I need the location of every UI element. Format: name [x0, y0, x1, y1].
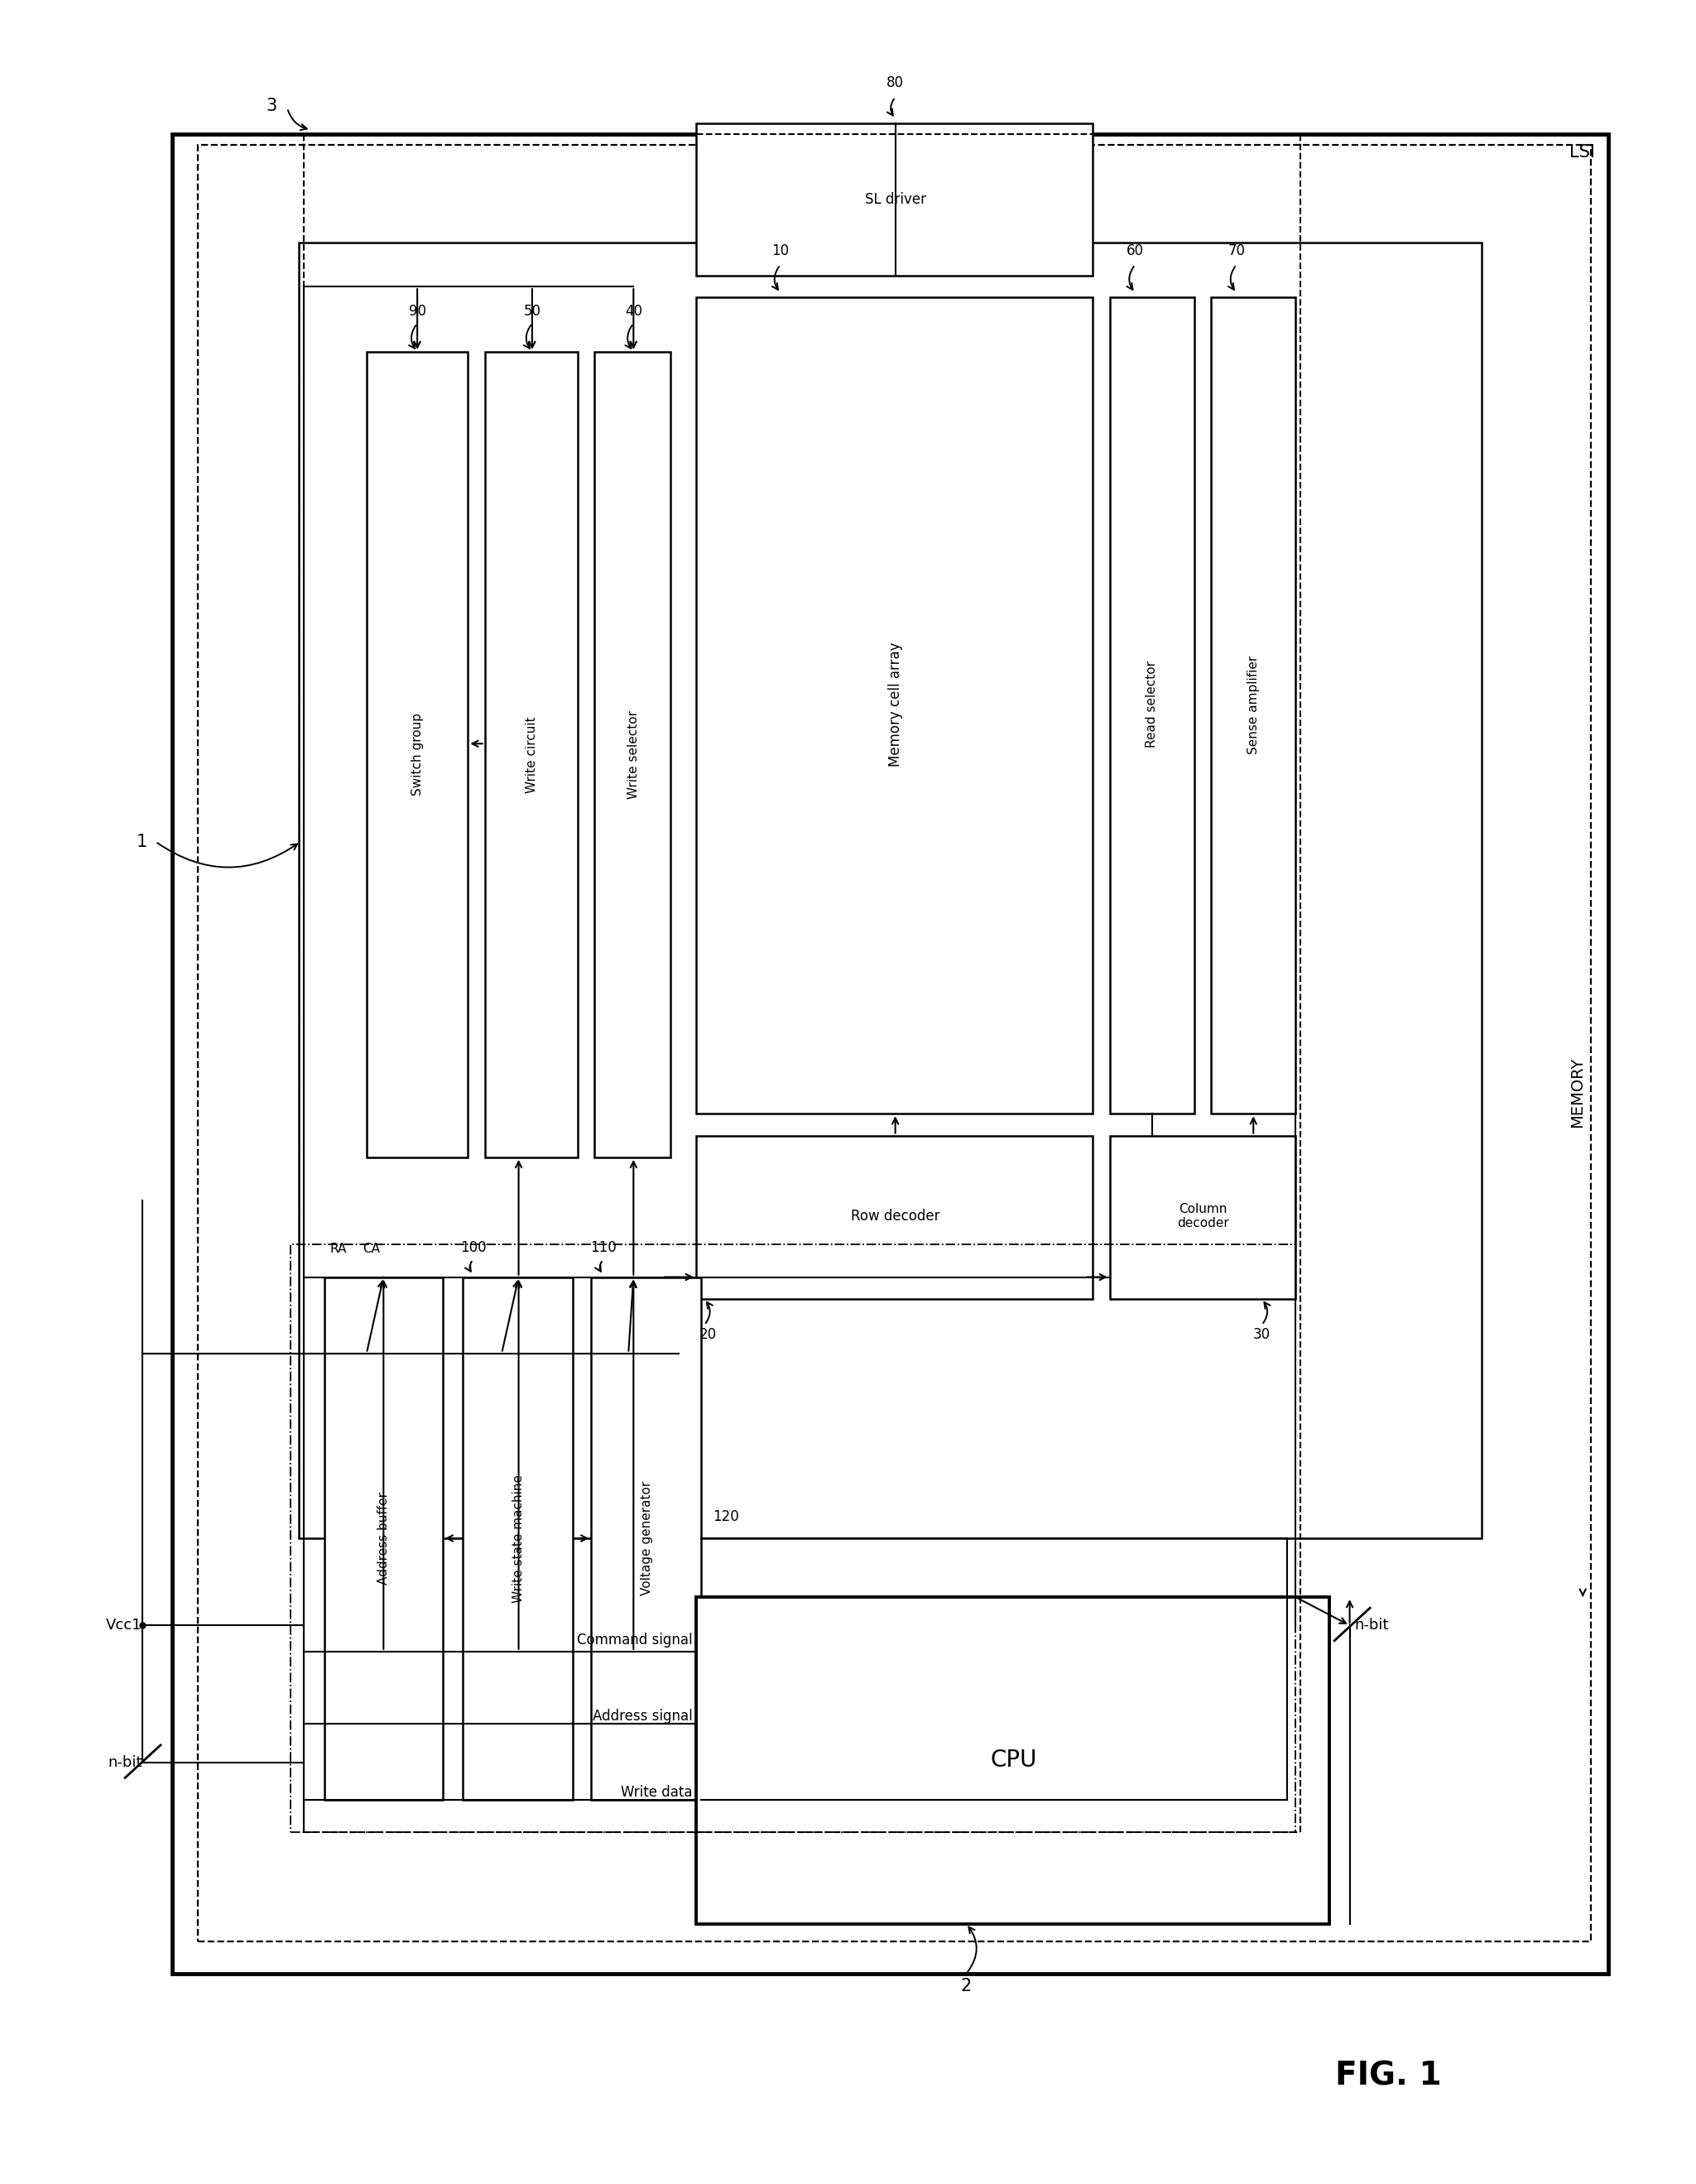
Text: 10: 10	[772, 242, 789, 258]
Text: 90: 90	[409, 304, 426, 319]
Text: Row decoder: Row decoder	[851, 1208, 940, 1223]
Text: 70: 70	[1228, 242, 1245, 258]
Text: Address buffer: Address buffer	[377, 1492, 390, 1586]
Bar	[595, 352, 670, 1158]
Text: Column
decoder: Column decoder	[1177, 1203, 1228, 1230]
Bar	[592, 1278, 700, 1800]
Text: 50: 50	[524, 304, 541, 319]
Bar	[290, 1245, 1296, 1832]
Text: 80: 80	[887, 76, 904, 90]
Text: Write selector: Write selector	[628, 710, 639, 799]
Bar	[1109, 297, 1194, 1114]
Text: MEMORY: MEMORY	[1570, 1057, 1586, 1127]
Text: Write circuit: Write circuit	[526, 716, 538, 793]
Text: SL driver: SL driver	[865, 192, 926, 207]
Text: 120: 120	[712, 1509, 739, 1524]
Text: 20: 20	[699, 1328, 717, 1341]
Text: Voltage generator: Voltage generator	[641, 1481, 653, 1597]
Bar	[463, 1278, 573, 1800]
Text: Write data: Write data	[621, 1784, 692, 1800]
Text: n-bit: n-bit	[107, 1756, 142, 1769]
Bar	[1211, 297, 1296, 1114]
Text: 100: 100	[460, 1241, 487, 1256]
Text: FIG. 1: FIG. 1	[1335, 2060, 1442, 2092]
Text: Write state machine: Write state machine	[512, 1474, 524, 1603]
Text: 30: 30	[1253, 1328, 1270, 1341]
Bar	[695, 122, 1092, 275]
Bar	[485, 352, 578, 1158]
Text: n-bit: n-bit	[1355, 1618, 1389, 1634]
Bar	[695, 297, 1092, 1114]
Text: Address signal: Address signal	[592, 1708, 692, 1723]
Text: 3: 3	[266, 98, 276, 114]
Bar	[324, 1278, 443, 1800]
Text: Sense amplifier: Sense amplifier	[1247, 655, 1260, 753]
Text: CA: CA	[363, 1243, 380, 1256]
Text: LSI: LSI	[1569, 144, 1594, 159]
Text: Read selector: Read selector	[1146, 662, 1158, 747]
Bar	[366, 352, 468, 1158]
Bar	[298, 242, 1481, 1538]
Bar	[1109, 1136, 1296, 1299]
Text: 60: 60	[1126, 242, 1143, 258]
Text: Switch group: Switch group	[410, 714, 424, 795]
Bar	[695, 1136, 1092, 1299]
Text: Vcc1: Vcc1	[105, 1618, 142, 1634]
Text: 110: 110	[590, 1241, 616, 1256]
Text: RA: RA	[329, 1243, 346, 1256]
Text: 1: 1	[136, 834, 148, 850]
Bar	[695, 1597, 1330, 1924]
Text: Command signal: Command signal	[577, 1631, 692, 1647]
Text: 40: 40	[624, 304, 643, 319]
Bar	[173, 133, 1608, 1974]
Bar	[198, 144, 1591, 1942]
Text: CPU: CPU	[990, 1749, 1036, 1771]
Text: Memory cell array: Memory cell array	[887, 642, 902, 767]
Text: 2: 2	[960, 1979, 972, 1994]
